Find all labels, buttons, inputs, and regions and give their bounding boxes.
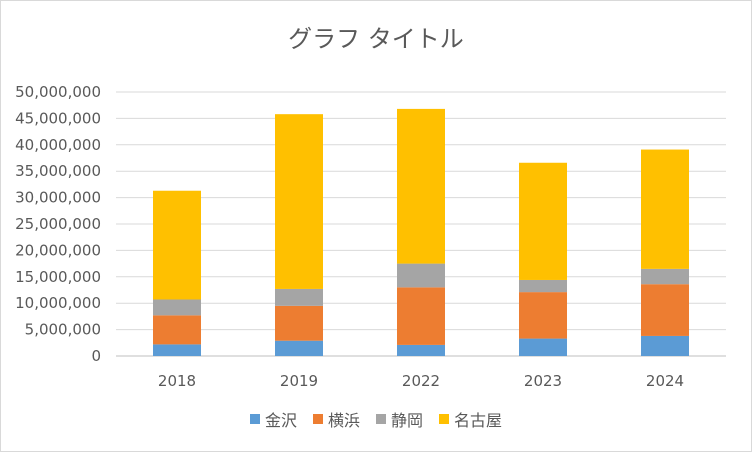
legend-swatch: [249, 414, 260, 424]
y-tick-label: 40,000,000: [15, 136, 101, 154]
y-tick-label: 5,000,000: [25, 321, 101, 339]
legend-label: 横浜: [327, 411, 360, 430]
chart-title: グラフ タイトル: [288, 25, 464, 53]
y-tick-label: 30,000,000: [15, 189, 101, 207]
legend: 金沢 横浜 静岡 名古屋: [1, 407, 751, 431]
legend-swatch: [312, 414, 323, 424]
legend-label: 名古屋: [454, 411, 503, 430]
y-tick-label: 20,000,000: [15, 241, 101, 259]
bar-segment: [153, 315, 201, 345]
bar-segment: [397, 263, 445, 288]
legend-label: 静岡: [391, 411, 424, 430]
y-tick-label: 35,000,000: [15, 162, 101, 180]
legend-item: 名古屋: [439, 407, 502, 431]
bar-segment: [153, 190, 201, 300]
bar-segment: [519, 338, 567, 356]
y-tick-label: 25,000,000: [15, 215, 101, 233]
bar-segment: [519, 279, 567, 293]
bar-segment: [153, 299, 201, 316]
bar-segment: [275, 340, 323, 356]
y-tick-label: 15,000,000: [15, 268, 101, 286]
bar-segment: [641, 149, 689, 269]
bar-segment: [275, 114, 323, 289]
legend-item: 金沢: [249, 407, 297, 431]
y-tick-label: 50,000,000: [15, 83, 101, 101]
bar-segment: [519, 292, 567, 339]
bar-segment: [397, 108, 445, 264]
bar-segment: [397, 344, 445, 356]
y-tick-label: 0: [91, 347, 101, 365]
bar-segment: [397, 287, 445, 345]
x-tick-label: 2024: [646, 372, 684, 390]
legend-item: 静岡: [376, 407, 423, 431]
legend-swatch: [439, 414, 450, 424]
legend-item: 横浜: [312, 407, 360, 431]
bar-segment: [641, 335, 689, 356]
bar-segment: [641, 284, 689, 336]
bar-segment: [519, 162, 567, 280]
bar-segment: [275, 305, 323, 341]
x-tick-label: 2022: [402, 372, 440, 390]
bar-segment: [641, 268, 689, 285]
y-tick-label: 45,000,000: [15, 109, 101, 127]
bar-segment: [275, 288, 323, 306]
legend-label: 金沢: [264, 411, 297, 430]
y-tick-label: 10,000,000: [15, 294, 101, 312]
x-tick-label: 2019: [280, 372, 318, 390]
x-tick-label: 2018: [158, 372, 196, 390]
x-tick-label: 2023: [524, 372, 562, 390]
legend-swatch: [376, 414, 386, 424]
bar-segment: [153, 344, 201, 356]
